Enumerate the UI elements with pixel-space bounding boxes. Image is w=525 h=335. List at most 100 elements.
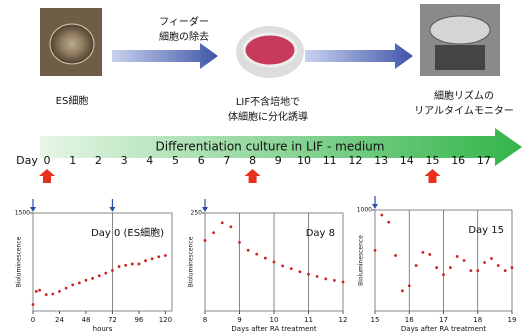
data-point [131, 263, 134, 266]
dish [244, 34, 296, 66]
day-marker [425, 169, 441, 183]
data-point [212, 231, 215, 234]
x-tick-label: 9 [237, 316, 241, 324]
data-point [342, 281, 345, 284]
start-arrowhead [202, 207, 208, 212]
data-point [255, 253, 258, 256]
data-point [307, 273, 310, 276]
data-point [71, 283, 74, 286]
start-arrowhead [109, 207, 115, 212]
day-label: 6 [198, 154, 205, 167]
data-point [476, 269, 479, 272]
data-point [428, 253, 431, 256]
data-point [290, 267, 293, 270]
x-axis-label: Days after RA treatment [231, 325, 316, 333]
data-point [91, 277, 94, 280]
day-label: 7 [223, 154, 230, 167]
arrow [305, 43, 413, 69]
start-arrowhead [372, 204, 378, 209]
start-arrowhead [30, 207, 36, 212]
x-tick-label: 19 [508, 316, 517, 324]
day-label: 17 [477, 154, 491, 167]
annotation: Day 0 (ES細胞) [91, 226, 164, 239]
data-point [38, 289, 41, 292]
data-point [333, 279, 336, 282]
data-point [273, 261, 276, 264]
annotation: Day 8 [306, 228, 335, 239]
data-point [394, 254, 397, 257]
monitor-base [435, 45, 485, 70]
data-point [151, 257, 154, 260]
day-prefix: Day [16, 154, 38, 167]
data-point [45, 293, 48, 296]
timeline-title: Differentiation culture in LIF - medium [156, 140, 385, 154]
data-point [497, 264, 500, 267]
data-point [490, 257, 493, 260]
day-label: 16 [451, 154, 465, 167]
data-point [456, 255, 459, 258]
data-point [32, 303, 35, 306]
data-point [442, 273, 445, 276]
data-point [104, 272, 107, 275]
data-point [504, 269, 507, 272]
x-tick-label: 24 [55, 316, 64, 324]
data-point [401, 289, 404, 292]
data-point [316, 275, 319, 278]
day-label: 3 [121, 154, 128, 167]
x-tick-label: 16 [405, 316, 414, 324]
day-label: 9 [275, 154, 282, 167]
day-label: 5 [172, 154, 179, 167]
step-label: LIF不含培地で [236, 95, 300, 108]
data-point [449, 266, 452, 269]
data-point [85, 279, 88, 282]
x-tick-label: 0 [31, 316, 35, 324]
day-label: 14 [400, 154, 414, 167]
y-axis-label: Bioluminescence [188, 236, 195, 287]
day-label: 12 [348, 154, 362, 167]
day-label: 11 [323, 154, 337, 167]
arrow-label: フィーダー [159, 15, 209, 28]
x-tick-label: 10 [270, 316, 279, 324]
day-label: 1 [69, 154, 76, 167]
data-point [463, 259, 466, 262]
day-label: 8 [249, 154, 256, 167]
x-tick-label: 12 [339, 316, 348, 324]
data-point [298, 270, 301, 273]
monitor-device [430, 16, 490, 44]
data-point [221, 221, 224, 224]
data-point [111, 269, 114, 272]
data-point [58, 290, 61, 293]
es-colony [50, 24, 94, 64]
data-point [435, 266, 438, 269]
y-tick-label: 1500 [15, 210, 30, 217]
x-tick-label: 8 [203, 316, 207, 324]
step-label: リアルタイムモニター [414, 105, 514, 117]
data-point [408, 284, 411, 287]
day-label: 15 [426, 154, 440, 167]
y-tick-label: 250 [191, 210, 203, 217]
data-point [78, 282, 81, 285]
data-point [164, 254, 167, 257]
data-point [229, 225, 232, 228]
day-marker [39, 169, 55, 183]
x-tick-label: 72 [108, 316, 117, 324]
x-tick-label: 120 [159, 316, 172, 324]
data-point [483, 261, 486, 264]
figure: ES細胞 フィーダー 細胞の除去 LIF不含培地で 体細胞に分化誘導 細胞リズム… [0, 0, 525, 335]
annotation: Day 15 [468, 225, 504, 236]
day-label: 2 [95, 154, 102, 167]
data-point [118, 265, 121, 268]
arrow-label: 細胞の除去 [159, 30, 209, 43]
data-point [65, 287, 68, 290]
x-axis-label: Days after RA treatment [401, 325, 486, 333]
day-label: 0 [44, 154, 51, 167]
y-tick-label: 1000 [357, 207, 372, 214]
data-point [204, 239, 207, 242]
data-point [157, 255, 160, 258]
data-point [35, 290, 38, 293]
data-point [247, 249, 250, 252]
data-point [264, 257, 267, 260]
data-point [422, 251, 425, 254]
day-label: 13 [374, 154, 388, 167]
y-axis-label: Bioluminescence [16, 236, 23, 287]
